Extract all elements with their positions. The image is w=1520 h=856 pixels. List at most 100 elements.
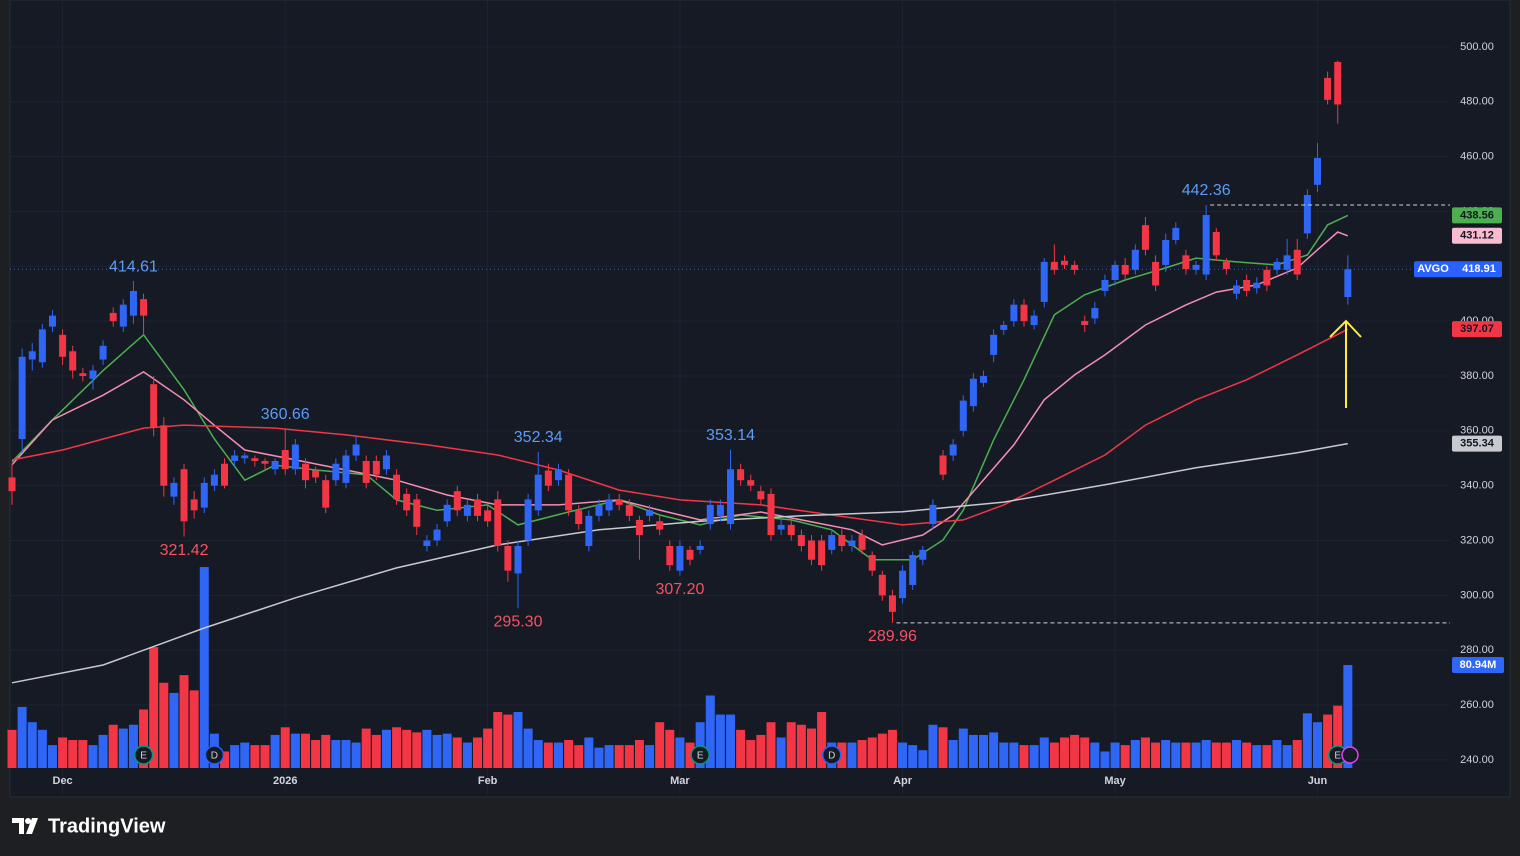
volume-bar xyxy=(958,728,968,768)
volume-bar xyxy=(1343,665,1353,768)
volume-bar xyxy=(149,647,159,768)
volume-bar xyxy=(1049,742,1059,768)
candle-body xyxy=(1050,261,1058,270)
candle-body xyxy=(625,504,633,516)
candle-body xyxy=(1263,269,1271,286)
candle-body xyxy=(109,312,117,322)
volume-bar xyxy=(665,729,675,768)
volume-bar xyxy=(7,729,17,768)
candle-body xyxy=(969,378,977,407)
volume-bar xyxy=(1302,713,1312,768)
candle-body xyxy=(1283,255,1291,270)
volume-bar xyxy=(624,745,634,768)
volume-bar xyxy=(199,567,209,768)
volume-bar xyxy=(483,728,493,768)
volume-bar xyxy=(675,737,685,768)
volume-bar xyxy=(574,745,584,768)
y-tick-label: 320.00 xyxy=(1460,534,1494,546)
candle-body xyxy=(797,535,805,546)
volume-bar xyxy=(1181,742,1191,768)
price-annotation: 295.30 xyxy=(494,613,543,630)
candle-body xyxy=(777,524,785,530)
volume-bar xyxy=(726,714,736,768)
price-tag-label: 431.12 xyxy=(1460,230,1494,242)
candle-body xyxy=(990,334,998,355)
volume-bar xyxy=(1151,742,1161,768)
event-label: D xyxy=(828,751,835,762)
volume-bar xyxy=(746,740,756,768)
volume-bar xyxy=(614,745,624,768)
candle-body xyxy=(1121,264,1129,275)
price-annotation: 442.36 xyxy=(1182,182,1231,199)
candle-body xyxy=(1313,157,1321,185)
volume-bar xyxy=(533,740,543,768)
volume-bar xyxy=(98,734,108,768)
candle-body xyxy=(575,510,583,525)
candle-body xyxy=(1111,264,1119,280)
candle-body xyxy=(342,455,350,483)
volume-bar xyxy=(1252,745,1262,768)
volume-bar xyxy=(17,706,27,768)
volume-bar xyxy=(847,742,857,768)
volume-bar xyxy=(989,732,999,768)
volume-bar xyxy=(776,737,786,768)
volume-bar xyxy=(756,734,766,768)
price-annotation: 360.66 xyxy=(261,406,310,423)
volume-bar xyxy=(564,740,574,768)
volume-bar xyxy=(139,709,149,768)
moving-average xyxy=(11,328,1349,526)
x-tick-label: Mar xyxy=(670,775,690,787)
candle-body xyxy=(1162,239,1170,265)
candle-body xyxy=(1141,225,1149,250)
volume-bar xyxy=(422,729,432,768)
volume-bar xyxy=(1221,742,1231,768)
volume-bar xyxy=(27,722,37,768)
volume-bar xyxy=(128,724,138,768)
candle-body xyxy=(423,540,431,546)
volume-bar xyxy=(412,732,422,768)
candle-body xyxy=(635,519,643,536)
volume-bar xyxy=(1171,742,1181,768)
volume-bar xyxy=(1232,740,1242,768)
candle-body xyxy=(656,521,664,530)
volume-bar xyxy=(928,724,938,768)
candle-body xyxy=(453,491,461,511)
candle-body xyxy=(89,370,97,379)
candle-body xyxy=(949,444,957,456)
volume-bar xyxy=(179,675,189,768)
y-tick-label: 280.00 xyxy=(1460,644,1494,656)
volume-bar xyxy=(1333,705,1343,768)
candle-body xyxy=(565,474,573,511)
event-label: E xyxy=(697,751,704,762)
candle-body xyxy=(484,510,492,522)
volume-bar xyxy=(1323,714,1333,768)
candle-body xyxy=(818,540,826,566)
candle-body xyxy=(362,460,370,483)
price-tag xyxy=(1452,207,1502,224)
candle-body xyxy=(251,458,259,461)
volume-bar xyxy=(594,747,604,768)
candle-body xyxy=(686,549,694,560)
candle-body xyxy=(666,545,674,566)
volume-bar xyxy=(159,682,169,768)
candle-body xyxy=(514,545,522,574)
volume-bar xyxy=(948,740,958,768)
volume-bar xyxy=(493,712,503,768)
volume-bar xyxy=(938,727,948,768)
candle-body xyxy=(382,455,390,470)
candle-body xyxy=(221,463,229,486)
volume-bar xyxy=(452,737,462,768)
volume-bar xyxy=(898,742,908,768)
x-tick-label: Dec xyxy=(53,775,73,787)
candle-body xyxy=(393,474,401,500)
candle-body xyxy=(727,469,735,525)
y-tick-label: 300.00 xyxy=(1460,589,1494,601)
candle-body xyxy=(38,329,46,363)
volume-bar xyxy=(1019,745,1029,768)
candle-body xyxy=(1000,324,1008,330)
x-tick-label: Apr xyxy=(893,775,913,787)
x-tick-label: May xyxy=(1104,775,1126,787)
candle-body xyxy=(494,499,502,546)
candle-body xyxy=(301,463,309,481)
candle-body xyxy=(767,493,775,536)
